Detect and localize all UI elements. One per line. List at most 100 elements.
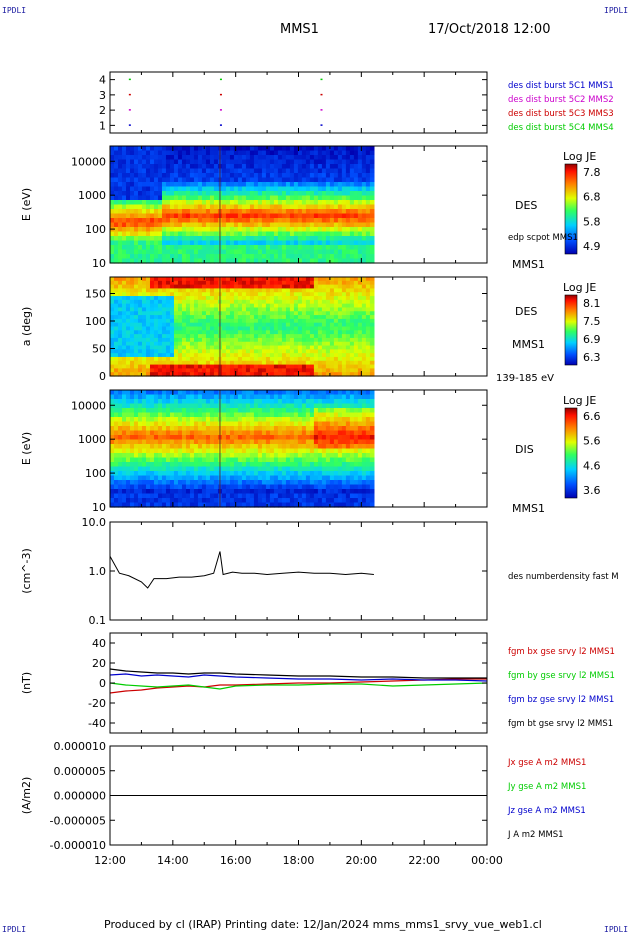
spectrogram-cell (321, 155, 327, 161)
spectrogram-cell (325, 191, 331, 197)
spectrogram-cell (225, 412, 231, 418)
spectrogram-cell (253, 345, 259, 350)
spectrogram-cell (110, 231, 115, 237)
spectrogram-cell (325, 390, 331, 396)
spectrogram-cell (293, 200, 299, 206)
spectrogram-cell (297, 412, 303, 418)
spectrogram-cell (309, 435, 315, 441)
spectrogram-cell (197, 444, 203, 450)
spectrogram-cell (345, 311, 351, 316)
spectrogram-cell (265, 489, 271, 495)
spectrogram-cell (289, 471, 295, 477)
spectrogram-cell (317, 417, 323, 423)
spectrogram-cell (321, 368, 327, 373)
spectrogram-cell (341, 231, 347, 237)
spectrogram-cell (249, 439, 255, 445)
spectrogram-cell (197, 493, 203, 499)
spectrogram-cell (141, 353, 147, 358)
spectrogram-cell (169, 249, 175, 255)
spectrogram-cell (205, 280, 211, 286)
spectrogram-cell (145, 322, 151, 328)
spectrogram-cell (153, 296, 159, 301)
spectrogram-cell (305, 177, 311, 183)
spectrogram-cell (197, 318, 203, 324)
spectrogram-cell (173, 200, 179, 206)
spectrogram-cell (369, 337, 375, 343)
spectrogram-cell (317, 222, 323, 228)
spectrogram-cell (225, 372, 231, 377)
spectrogram-cell (281, 399, 287, 405)
spectrogram-cell (110, 200, 115, 206)
spectrogram-cell (325, 412, 331, 418)
spectrogram-cell (261, 191, 267, 197)
spectrogram-cell (257, 334, 263, 339)
spectrogram-cell (265, 292, 271, 297)
spectrogram-cell (201, 280, 207, 286)
spectrogram-cell (129, 394, 135, 400)
spectrogram-cell (313, 489, 319, 495)
spectrogram-cell (237, 345, 243, 350)
spectrogram-cell (110, 155, 115, 161)
spectrogram-cell (337, 204, 343, 210)
spectrogram-cell (285, 191, 291, 197)
spectrogram-cell (205, 417, 211, 423)
spectrogram-cell (121, 164, 127, 170)
spectrogram-cell (153, 292, 159, 297)
spectrogram-cell (129, 213, 135, 219)
spectrogram-cell (345, 421, 351, 427)
spectrogram-cell (121, 200, 127, 206)
spectrogram-cell (365, 249, 371, 255)
spectrogram-cell (289, 457, 295, 463)
spectrogram-cell (305, 318, 311, 324)
spectrogram-cell (137, 466, 143, 472)
spectrogram-cell (121, 484, 127, 490)
spectrogram-cell (225, 421, 231, 427)
spectrogram-cell (181, 330, 187, 335)
spectrogram-cell (341, 258, 347, 264)
spectrogram-cell (329, 326, 335, 331)
spectrogram-cell (233, 484, 239, 490)
spectrogram-cell (205, 182, 211, 188)
spectrogram-cell (229, 493, 235, 499)
spectrogram-cell (185, 245, 191, 251)
spectrogram-cell (185, 254, 191, 260)
spectrogram-cell (110, 177, 115, 183)
spectrogram-cell (293, 195, 299, 201)
spectrogram-cell (249, 249, 255, 255)
spectrogram-cell (201, 284, 207, 290)
spectrogram-cell (209, 390, 215, 396)
spectrogram-cell (229, 315, 235, 320)
spectrogram-cell (245, 453, 251, 459)
spectrogram-cell (197, 471, 203, 477)
spectrogram-cell (173, 466, 179, 472)
spectrogram-cell (345, 399, 351, 405)
spectrogram-cell (241, 303, 247, 309)
spectrogram-cell (293, 399, 299, 405)
spectrogram-cell (133, 498, 139, 504)
spectrogram-cell (125, 159, 131, 165)
spectrogram-cell (309, 155, 315, 161)
spectrogram-cell (297, 173, 303, 179)
spectrogram-cell (297, 498, 303, 504)
spectrogram-cell (177, 213, 183, 219)
spectrogram-cell (285, 334, 291, 339)
spectrogram-cell (121, 195, 127, 201)
spectrogram-cell (129, 417, 135, 423)
spectrogram-cell (161, 462, 167, 468)
spectrogram-cell (233, 435, 239, 441)
spectrogram-cell (193, 341, 199, 347)
spectrogram-cell (281, 245, 287, 251)
spectrogram-cell (253, 444, 259, 450)
spectrogram-cell (153, 322, 159, 328)
spectrogram-cell (161, 254, 167, 260)
spectrogram-cell (257, 364, 263, 369)
spectrogram-cell (145, 236, 151, 242)
spectrogram-cell (213, 394, 219, 400)
spectrogram-cell (337, 493, 343, 499)
spectrogram-cell (253, 222, 259, 228)
spectrogram-cell (321, 204, 327, 210)
spectrogram-cell (181, 326, 187, 331)
spectrogram-cell (341, 372, 347, 377)
spectrogram-cell (133, 462, 139, 468)
spectrogram-cell (133, 292, 139, 297)
